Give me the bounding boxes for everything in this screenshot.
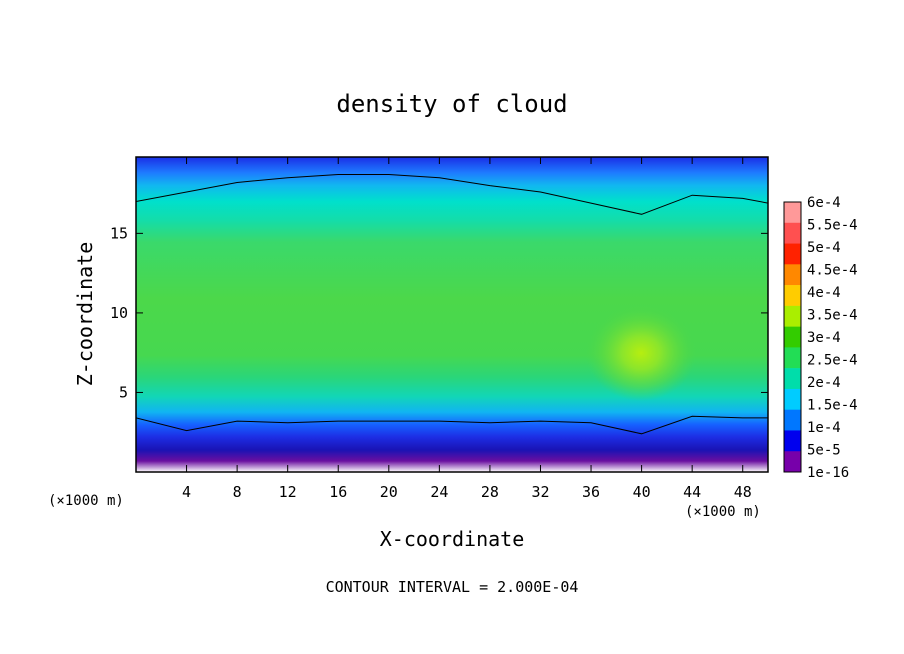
x-tick-label: 32 <box>531 483 549 501</box>
colorbar-label: 4e-4 <box>807 285 841 301</box>
x-axis-label: X-coordinate <box>380 527 525 551</box>
x-unit-right: (×1000 m) <box>685 504 761 520</box>
plot-frame <box>135 156 769 473</box>
y-tick-label: 15 <box>110 224 128 242</box>
colorbar-label: 5e-5 <box>807 443 841 459</box>
colorbar-label: 1e-4 <box>807 420 841 436</box>
x-tick-label: 36 <box>582 483 600 501</box>
colorbar-swatch <box>784 222 801 244</box>
plot-area <box>136 157 768 472</box>
lower-contour-line <box>136 415 768 435</box>
colorbar-label: 4.5e-4 <box>807 263 858 279</box>
colorbar-label: 5.5e-4 <box>807 218 858 234</box>
x-tick-label: 4 <box>182 483 191 501</box>
colorbar-label: 1.5e-4 <box>807 398 858 414</box>
colorbar-frame <box>783 201 802 473</box>
colorbar-swatch <box>784 202 801 224</box>
x-unit-left: (×1000 m) <box>48 493 124 509</box>
colorbar-swatch <box>784 264 801 286</box>
x-axis-ticks: 4 8 12 16 20 24 28 32 36 40 44 48 <box>182 157 752 501</box>
colorbar-swatch <box>784 326 801 348</box>
x-tick-label: 12 <box>279 483 297 501</box>
colorbar-label: 2e-4 <box>807 375 841 391</box>
y-tick-label: 5 <box>119 383 128 401</box>
colorbar-label: 3.5e-4 <box>807 308 858 324</box>
x-tick-label: 44 <box>683 483 701 501</box>
colorbar-swatch <box>784 243 801 265</box>
colorbar: 6e-4 5.5e-4 5e-4 4.5e-4 4e-4 3.5e-4 3e-4 2.5e-4… <box>783 195 858 481</box>
y-axis-label: Z-coordinate <box>73 242 97 387</box>
colorbar-swatch <box>784 430 801 452</box>
colorbar-swatch <box>784 285 801 307</box>
x-tick-label: 16 <box>329 483 347 501</box>
colorbar-swatch <box>784 368 801 390</box>
colorbar-swatch <box>784 388 801 410</box>
x-tick-label: 24 <box>430 483 448 501</box>
x-tick-label: 28 <box>481 483 499 501</box>
chart-title: density of cloud <box>336 90 567 118</box>
contour-interval-note: CONTOUR INTERVAL = 2.000E-04 <box>326 578 579 596</box>
x-tick-label: 8 <box>233 483 242 501</box>
x-tick-label: 20 <box>380 483 398 501</box>
colorbar-label: 3e-4 <box>807 330 841 346</box>
colorbar-label: 1e-16 <box>807 465 849 481</box>
x-tick-label: 40 <box>633 483 651 501</box>
density-local-maximum <box>586 305 696 401</box>
y-tick-label: 10 <box>110 304 128 322</box>
colorbar-swatch <box>784 409 801 431</box>
colorbar-label: 2.5e-4 <box>807 353 858 369</box>
upper-contour-line <box>136 174 768 215</box>
x-tick-label: 48 <box>734 483 752 501</box>
colorbar-label: 5e-4 <box>807 240 841 256</box>
colorbar-swatch <box>784 305 801 327</box>
colorbar-swatch <box>784 347 801 369</box>
colorbar-label: 6e-4 <box>807 195 841 211</box>
colorbar-swatch <box>784 451 801 473</box>
y-axis-ticks: 5 10 15 <box>110 224 768 401</box>
